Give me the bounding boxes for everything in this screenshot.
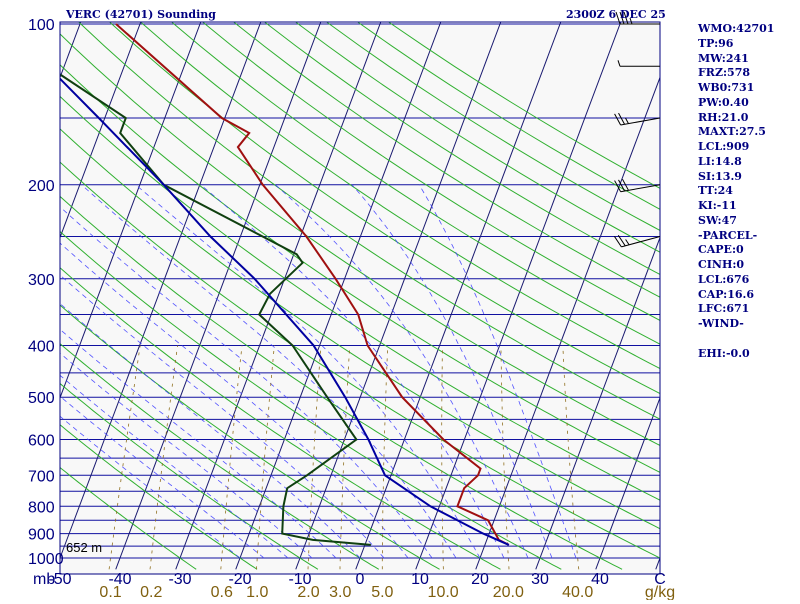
stat-line: CAP:16.6 [698, 288, 798, 303]
mixing-ratio-label: 0.2 [140, 584, 162, 600]
pressure-tick-label: 200 [28, 178, 55, 195]
temperature-tick-label: -30 [168, 571, 191, 588]
stat-line: SI:13.9 [698, 170, 798, 185]
stat-line: LI:14.8 [698, 155, 798, 170]
pressure-tick-label: 300 [28, 272, 55, 289]
stat-line: FRZ:578 [698, 66, 798, 81]
stat-line: -WIND- [698, 317, 798, 332]
stat-line: WMO:42701 [698, 22, 798, 37]
stat-line: LCL:909 [698, 140, 798, 155]
stat-line: LCL:676 [698, 273, 798, 288]
stat-line: MAXT:27.5 [698, 125, 798, 140]
pressure-tick-label: 700 [28, 468, 55, 485]
stat-line: TT:24 [698, 184, 798, 199]
pressure-tick-label: 1000 [28, 551, 64, 568]
station-elevation-label: 652 m [66, 540, 102, 555]
mixing-ratio-unit: g/kg [645, 584, 675, 600]
mixing-ratio-label: 10.0 [428, 584, 459, 600]
stat-line: TP:96 [698, 37, 798, 52]
temperature-tick-label: -50 [48, 571, 71, 588]
pressure-tick-label: 100 [28, 17, 55, 34]
stat-line: MW:241 [698, 52, 798, 67]
stat-line: RH:21.0 [698, 111, 798, 126]
stat-line: LFC:671 [698, 302, 798, 317]
stat-line: CAPE:0 [698, 243, 798, 258]
stat-line: -PARCEL- [698, 229, 798, 244]
temperature-tick-label: 0 [356, 571, 365, 588]
mixing-ratio-label: 20.0 [493, 584, 524, 600]
valid-time: 2300Z 6 DEC 25 [566, 8, 666, 21]
mixing-ratio-label: 0.6 [211, 584, 233, 600]
stat-line [698, 332, 798, 347]
temperature-tick-label: 30 [531, 571, 549, 588]
pressure-tick-label: 900 [28, 527, 55, 544]
mixing-ratio-label: 5.0 [371, 584, 393, 600]
stat-line: EHI:-0.0 [698, 347, 798, 362]
pressure-tick-label: 500 [28, 390, 55, 407]
mixing-ratio-label: 40.0 [562, 584, 593, 600]
mixing-ratio-label: 3.0 [329, 584, 351, 600]
stat-line: KI:-11 [698, 199, 798, 214]
stat-line: CINH:0 [698, 258, 798, 273]
temperature-tick-label: 20 [471, 571, 489, 588]
mixing-ratio-label: 2.0 [297, 584, 319, 600]
pressure-tick-label: 400 [28, 339, 55, 356]
chart-title: VERC (42701) Sounding [66, 8, 216, 21]
pressure-tick-label: 800 [28, 499, 55, 516]
stat-line: PW:0.40 [698, 96, 798, 111]
mixing-ratio-label: 0.1 [99, 584, 121, 600]
mixing-ratio-label: 1.0 [246, 584, 268, 600]
stat-line: WB0:731 [698, 81, 798, 96]
isotherm-line [0, 0, 29, 569]
pressure-tick-label: 600 [28, 433, 55, 450]
temperature-tick-label: 10 [411, 571, 429, 588]
temperature-tick-label: 40 [591, 571, 609, 588]
stat-line: SW:47 [698, 214, 798, 229]
